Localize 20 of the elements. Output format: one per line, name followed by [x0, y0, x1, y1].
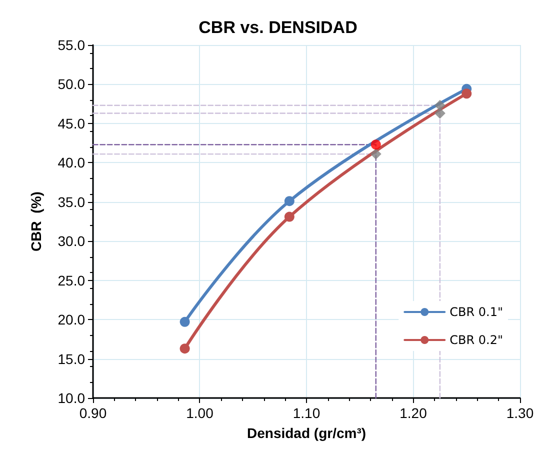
legend-label: CBR 0.2"	[450, 333, 504, 347]
y-tick-label: 20.0	[58, 312, 86, 328]
x-tick-label: 1.20	[400, 405, 428, 421]
y-tick-label: 35.0	[58, 194, 86, 210]
y-tick-label: 45.0	[58, 115, 86, 132]
legend-label: CBR 0.1"	[450, 305, 504, 319]
y-axis-title: CBR (%)	[28, 192, 44, 252]
y-tick-label: 25.0	[58, 272, 86, 288]
y-tick-label: 10.0	[58, 390, 86, 406]
x-tick-label: 1.30	[506, 405, 534, 421]
chart-title: CBR vs. DENSIDAD	[198, 18, 358, 37]
x-axis-title: Densidad (gr/cm³)	[246, 425, 366, 441]
y-tick-label: 15.0	[58, 350, 86, 367]
x-tick-label: 0.90	[79, 405, 107, 421]
x-tick-label: 1.00	[186, 405, 214, 421]
x-tick-label: 1.10	[292, 405, 320, 421]
y-tick-label: 30.0	[58, 233, 86, 250]
y-tick-label: 55.0	[58, 37, 86, 53]
y-tick-label: 40.0	[58, 154, 86, 171]
y-tick-label: 50.0	[58, 76, 86, 92]
